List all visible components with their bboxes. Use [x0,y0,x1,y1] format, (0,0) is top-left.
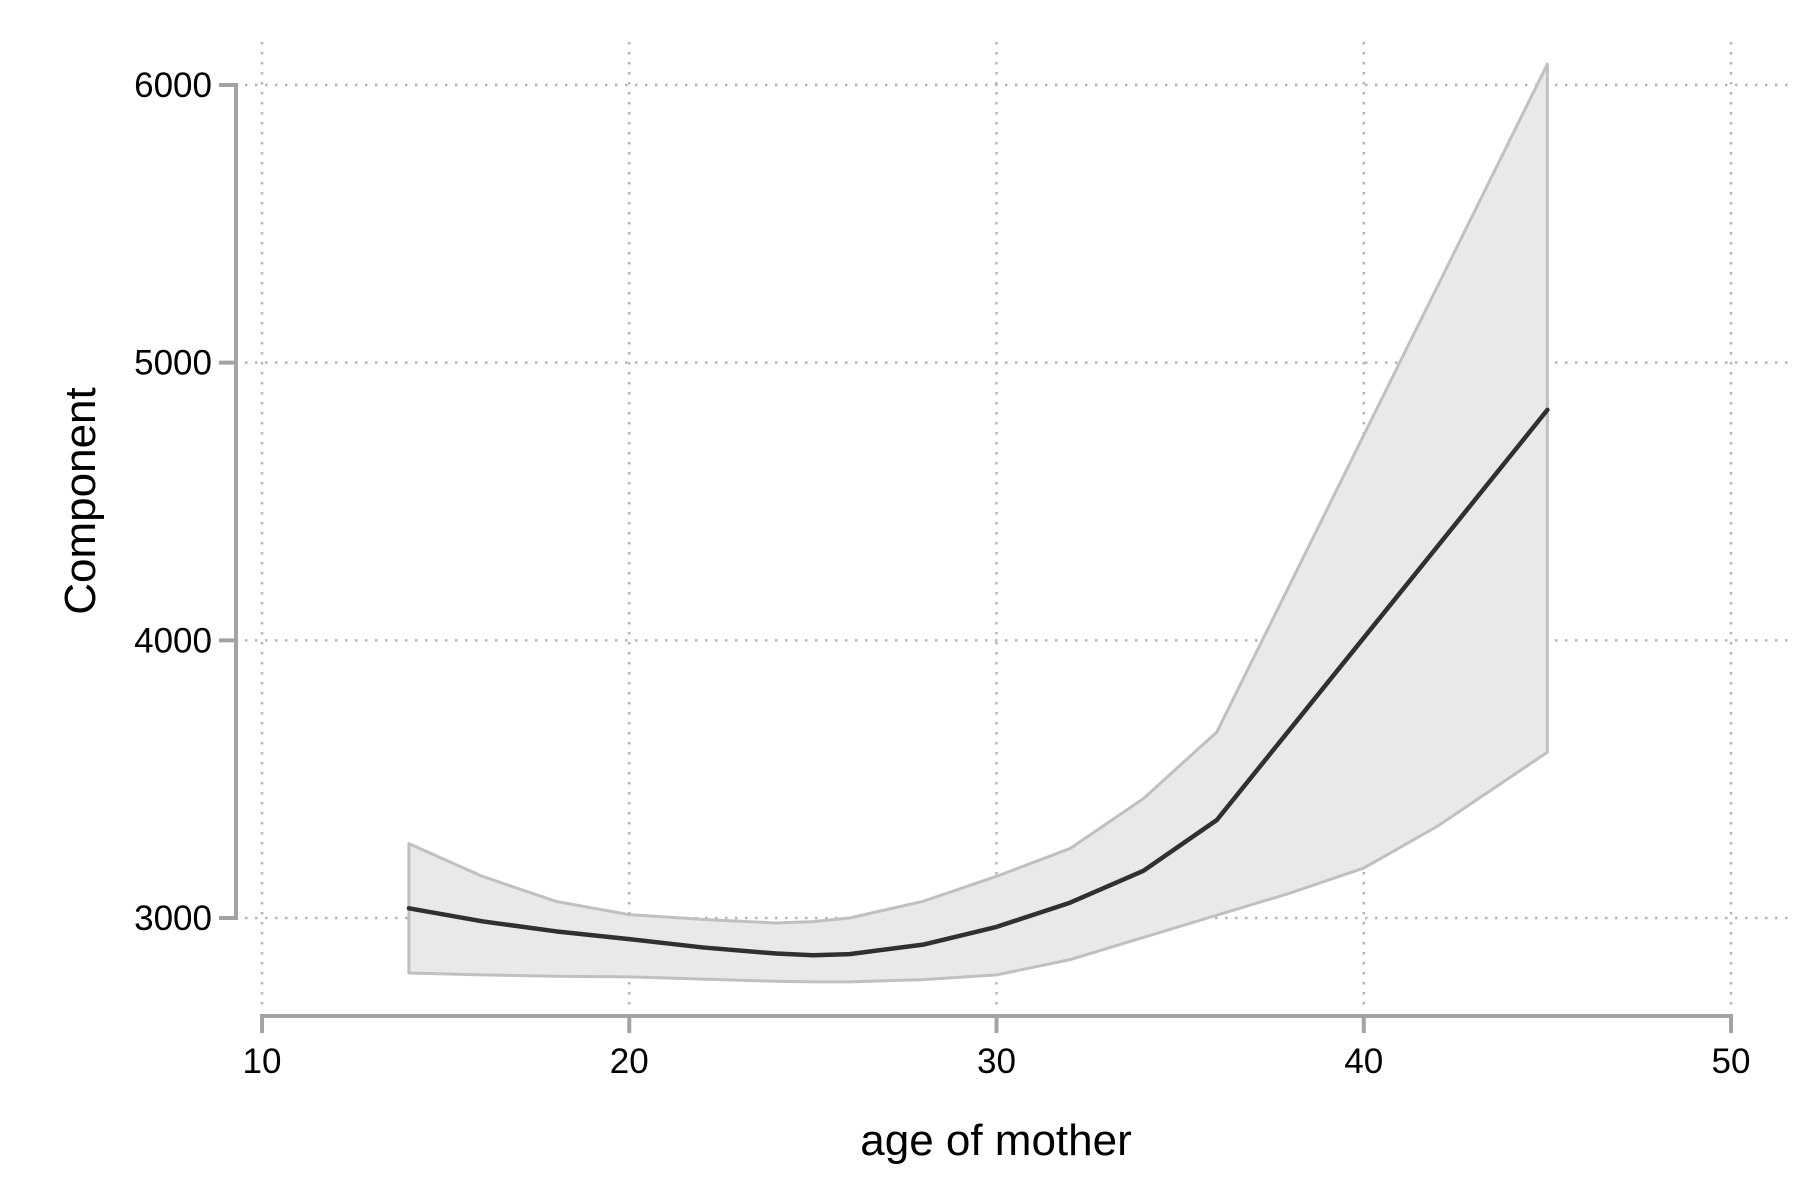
fit-line-layer [406,407,1550,958]
x-tick-label: 10 [243,1042,282,1081]
y-tick-label: 4000 [134,621,212,660]
y-axis-title: Component [56,387,105,614]
y-tick-label: 3000 [134,899,212,938]
y-tick-label: 5000 [134,344,212,383]
x-tick-label: 20 [610,1042,649,1081]
x-tick-label: 30 [977,1042,1016,1081]
fit-line [406,407,1550,958]
x-axis-title: age of mother [860,1116,1132,1165]
x-tick-label: 50 [1712,1042,1751,1081]
y-tick-label: 6000 [134,66,212,105]
x-tick-label: 40 [1344,1042,1383,1081]
confidence-band [407,62,1549,984]
axes [219,83,1733,1033]
confidence-band-layer [407,62,1549,984]
tick-labels: 3000 4000 5000 6000 10 20 30 40 50 [134,66,1750,1081]
gridlines [245,42,1795,1005]
